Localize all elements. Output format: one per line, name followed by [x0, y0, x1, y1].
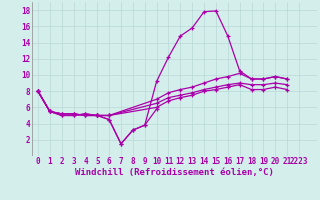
X-axis label: Windchill (Refroidissement éolien,°C): Windchill (Refroidissement éolien,°C)	[75, 168, 274, 177]
